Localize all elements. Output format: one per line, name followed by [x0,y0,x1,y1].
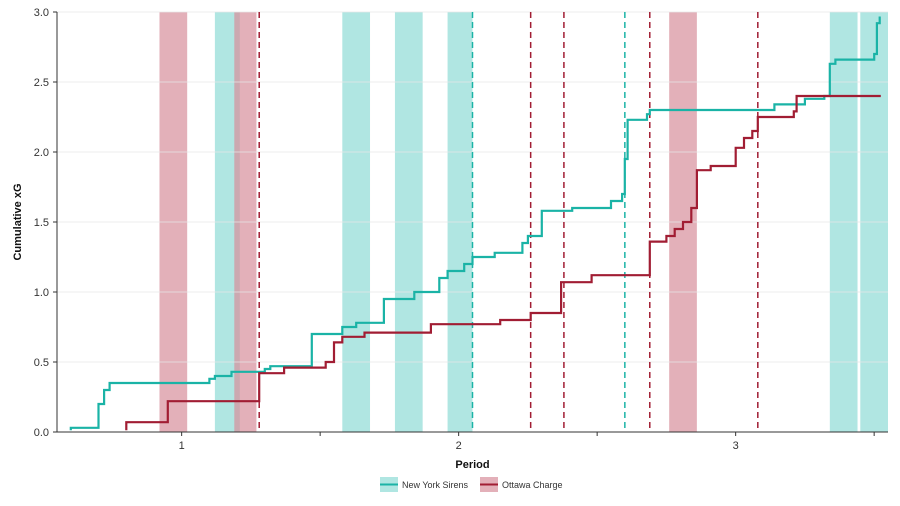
y-tick-label: 0.0 [34,427,49,439]
y-tick-label: 3.0 [34,7,49,19]
goal-lines [258,12,759,432]
series-line-new-york-sirens [69,16,881,431]
y-tick-label: 1.0 [34,287,49,299]
x-tick-label: 1 [179,440,185,452]
y-tick-label: 2.5 [34,77,49,89]
series-lines [69,16,881,431]
x-tick-label: 3 [733,440,739,452]
y-tick-label: 1.5 [34,217,49,229]
legend-label: Ottawa Charge [502,480,563,490]
legend: New York Sirens Ottawa Charge [380,477,563,492]
legend-label: New York Sirens [402,480,469,490]
axis-ticks: 0.0 0.5 1.0 1.5 2.0 2.5 3.0 1 2 3 [34,7,875,452]
y-tick-label: 2.0 [34,147,49,159]
series-line-ottawa-charge [125,94,881,431]
x-tick-label: 2 [456,440,462,452]
y-axis-title: Cumulative xG [12,183,24,260]
x-axis-title: Period [455,459,489,471]
y-tick-label: 0.5 [34,357,49,369]
